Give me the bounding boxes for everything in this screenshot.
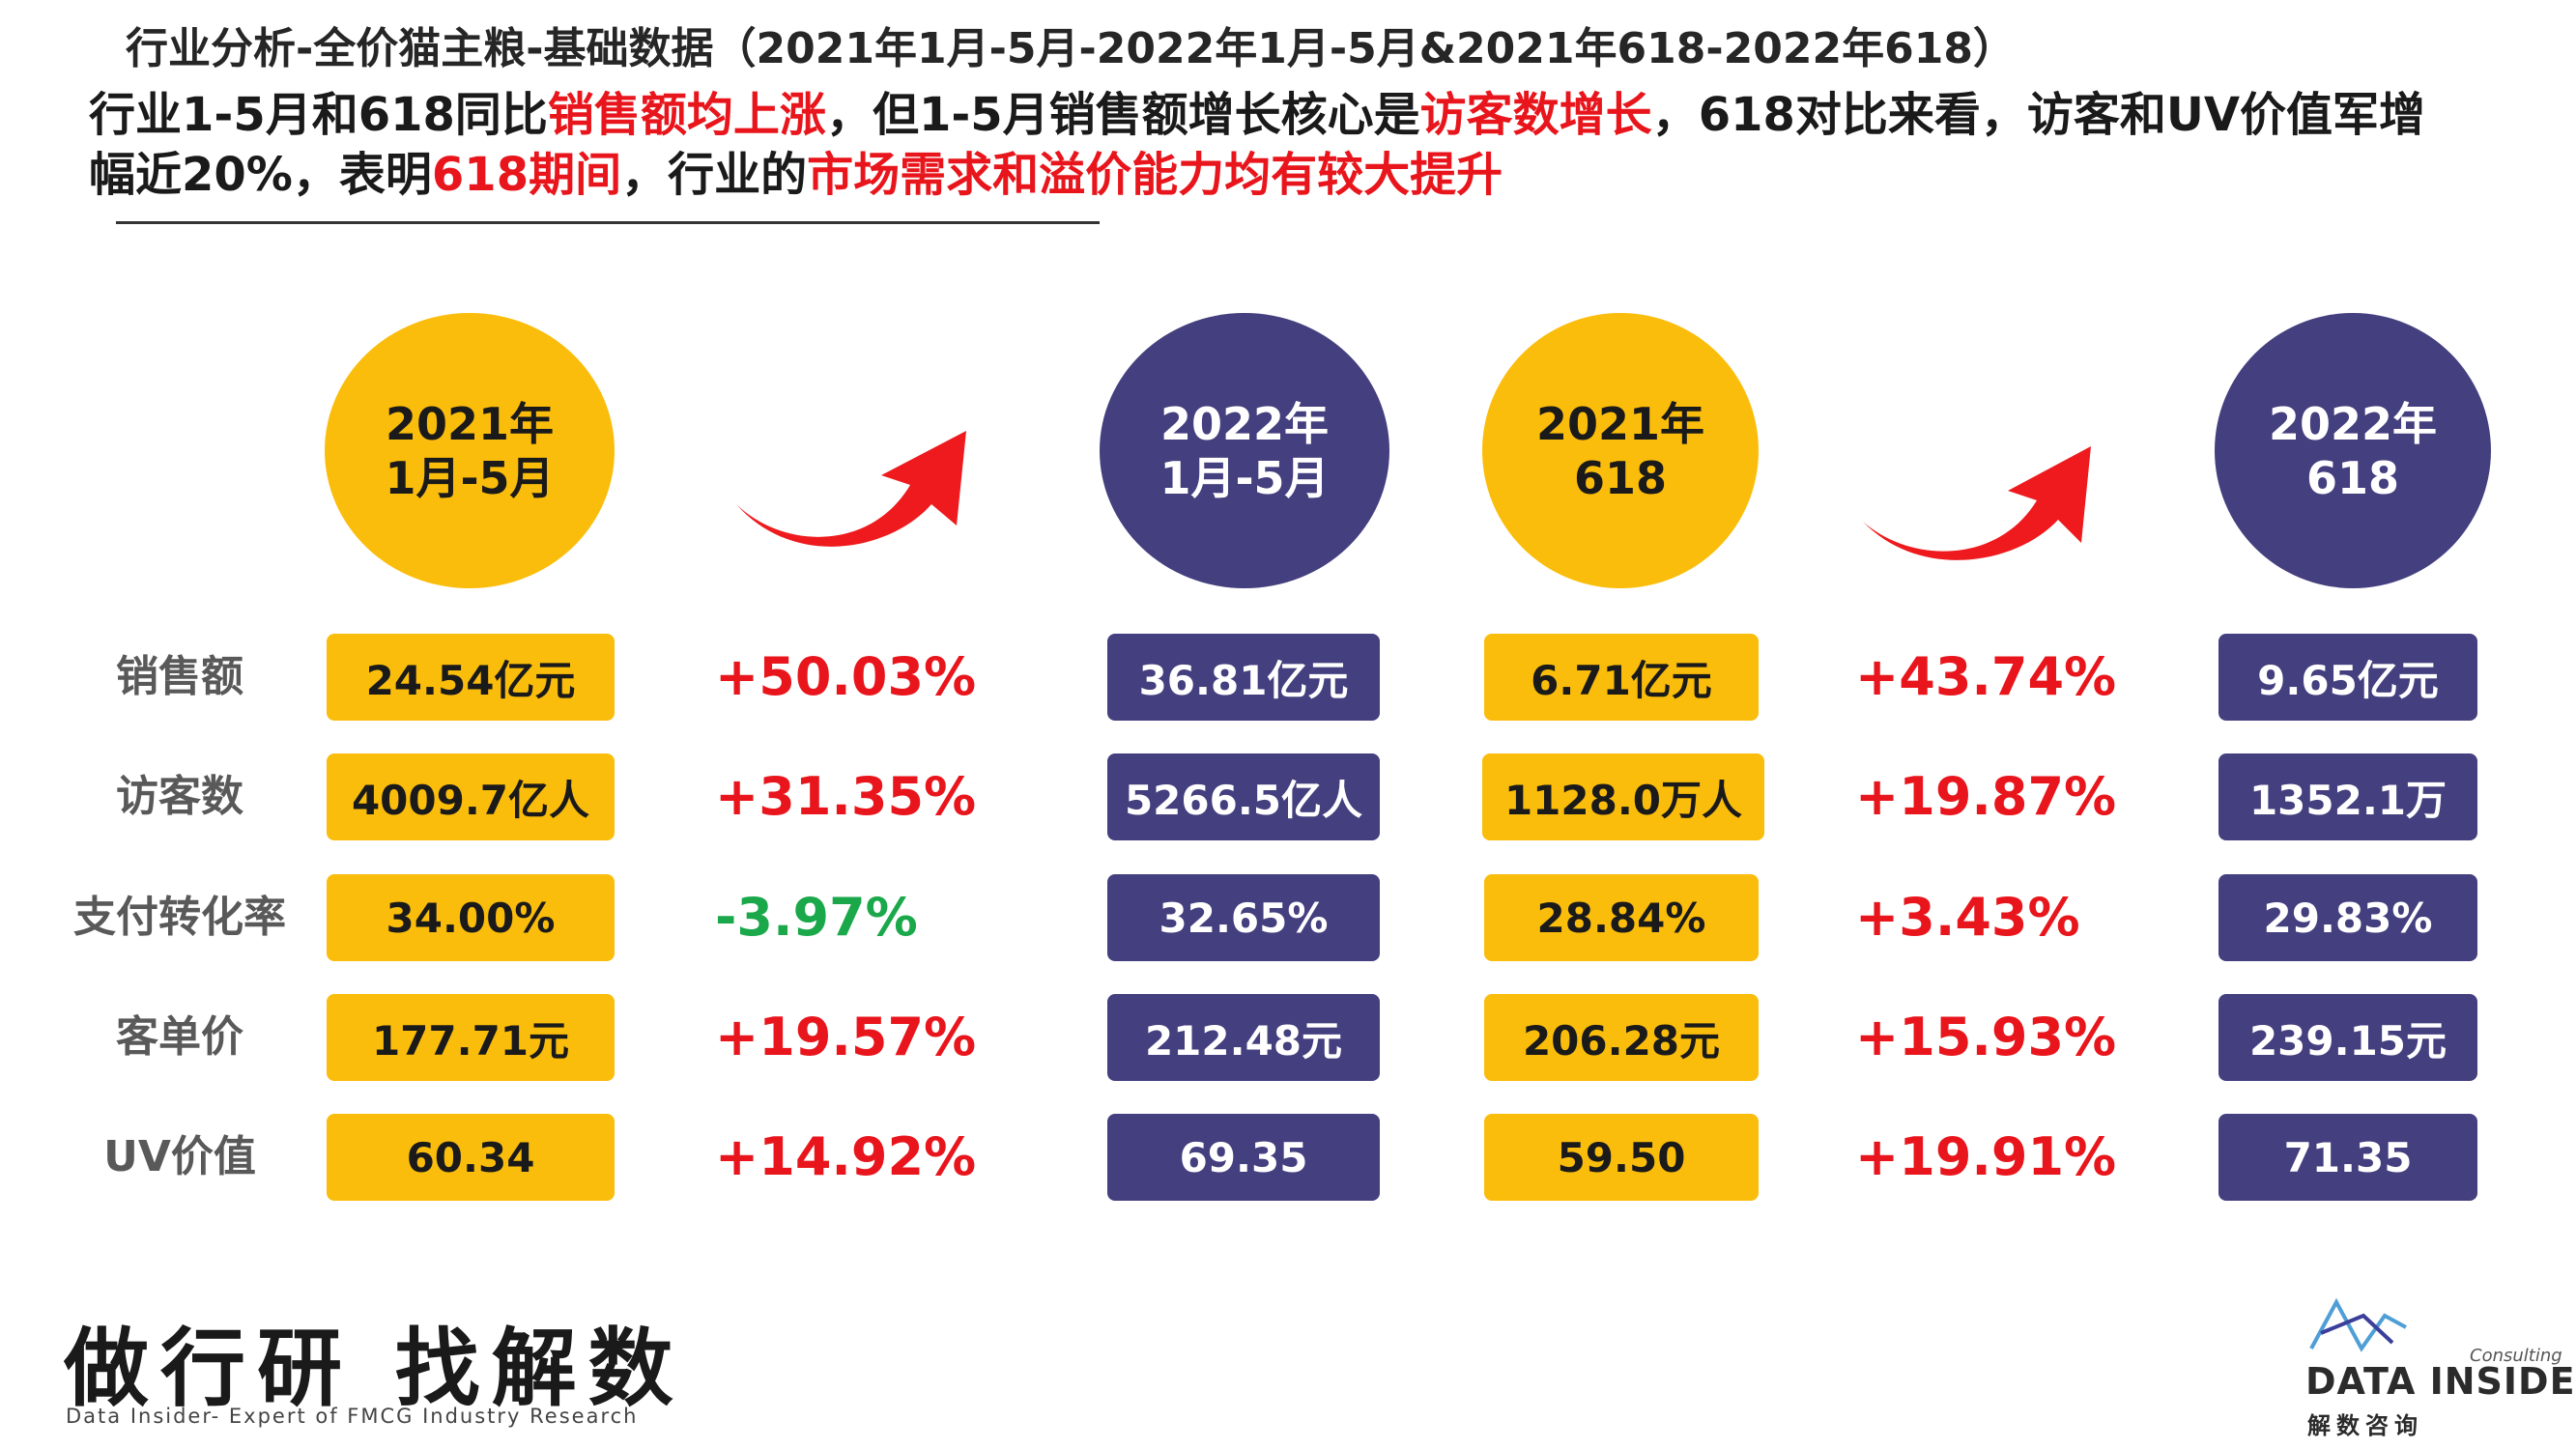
- change-jan-may: +50.03%: [715, 646, 977, 707]
- value-2022-jan-may: 32.65%: [1107, 874, 1380, 961]
- metric-label: 销售额: [116, 652, 243, 701]
- period-year: 2021年: [385, 397, 555, 450]
- logo-brand-name: DATA INSIDER: [2305, 1360, 2576, 1403]
- value-2022-jan-may: 212.48元: [1107, 994, 1380, 1081]
- value-2022-jan-may: 5266.5亿人: [1107, 753, 1380, 840]
- value-2021-618: 59.50: [1484, 1114, 1759, 1201]
- headline-highlight: 618期间: [431, 148, 622, 202]
- headline-part: ，618对比来看，访客和UV价值军增幅近20%，表明: [89, 88, 2426, 202]
- period-year: 2022年: [1159, 397, 1330, 450]
- value-2022-618: 29.83%: [2218, 874, 2477, 961]
- period-circle-2021-618: 2021年 618: [1482, 313, 1759, 588]
- value-2021-jan-may: 24.54亿元: [327, 634, 615, 721]
- metric-label: 支付转化率: [73, 893, 286, 942]
- value-2021-jan-may: 60.34: [327, 1114, 615, 1201]
- period-circle-2022-618: 2022年 618: [2215, 313, 2491, 588]
- change-jan-may: +19.57%: [715, 1007, 977, 1067]
- change-618: +19.87%: [1855, 766, 2117, 827]
- period-range: 618: [1573, 451, 1668, 504]
- value-2022-jan-may: 36.81亿元: [1107, 634, 1380, 721]
- growth-arrow-icon: [736, 425, 968, 551]
- period-circle-2022-jan-may: 2022年 1月-5月: [1100, 313, 1389, 588]
- value-2022-618: 1352.1万: [2218, 753, 2477, 840]
- change-618: +43.74%: [1855, 646, 2117, 707]
- value-2022-618: 239.15元: [2218, 994, 2477, 1081]
- headline-part: ，但1-5月销售额增长核心是: [825, 88, 1420, 142]
- headline-highlight: 销售额均上涨: [547, 88, 826, 142]
- period-year: 2022年: [2268, 397, 2438, 450]
- period-range: 618: [2305, 451, 2400, 504]
- metric-label: 访客数: [116, 772, 243, 821]
- period-range: 1月-5月: [1159, 451, 1330, 504]
- headline-part: ，行业的: [621, 148, 808, 202]
- logo-chinese-name: 解数咨询: [2307, 1412, 2423, 1439]
- value-2021-618: 206.28元: [1484, 994, 1759, 1081]
- period-range: 1月-5月: [385, 451, 555, 504]
- headline-highlight: 市场需求和溢价能力均有较大提升: [807, 148, 1503, 202]
- value-2021-618: 1128.0万人: [1482, 753, 1764, 840]
- page-title: 行业分析-全价猫主粮-基础数据（2021年1月-5月-2022年1月-5月&20…: [126, 24, 2016, 73]
- headline-part: 行业1-5月和618同比: [89, 88, 548, 142]
- value-2022-jan-may: 69.35: [1107, 1114, 1380, 1201]
- growth-arrow-icon: [1863, 440, 2095, 564]
- headline: 行业1-5月和618同比销售额均上涨，但1-5月销售额增长核心是访客数增长，61…: [89, 85, 2427, 205]
- change-618: +3.43%: [1855, 887, 2080, 948]
- logo-consulting-text: Consulting: [2470, 1346, 2562, 1366]
- metric-label: 客单价: [116, 1012, 243, 1062]
- value-2021-jan-may: 34.00%: [327, 874, 615, 961]
- change-jan-may: +14.92%: [715, 1126, 977, 1187]
- value-2021-jan-may: 4009.7亿人: [327, 753, 615, 840]
- brand-slogan-subtitle: Data Insider- Expert of FMCG Industry Re…: [66, 1405, 639, 1428]
- value-2022-618: 71.35: [2218, 1114, 2477, 1201]
- value-2021-jan-may: 177.71元: [327, 994, 615, 1081]
- brand-slogan: 做行研 找解数: [64, 1318, 685, 1418]
- change-618: +15.93%: [1855, 1007, 2117, 1067]
- metric-label: UV价值: [103, 1132, 256, 1181]
- value-2022-618: 9.65亿元: [2218, 634, 2477, 721]
- change-jan-may: +31.35%: [715, 766, 977, 827]
- value-2021-618: 6.71亿元: [1484, 634, 1759, 721]
- value-2021-618: 28.84%: [1484, 874, 1759, 961]
- headline-highlight: 访客数增长: [1419, 88, 1652, 142]
- change-618: +19.91%: [1855, 1126, 2117, 1187]
- data-insider-logo-icon: [2307, 1294, 2408, 1358]
- title-divider: [116, 221, 1100, 224]
- change-jan-may: -3.97%: [715, 887, 918, 948]
- period-circle-2021-jan-may: 2021年 1月-5月: [325, 313, 615, 588]
- period-year: 2021年: [1535, 397, 1705, 450]
